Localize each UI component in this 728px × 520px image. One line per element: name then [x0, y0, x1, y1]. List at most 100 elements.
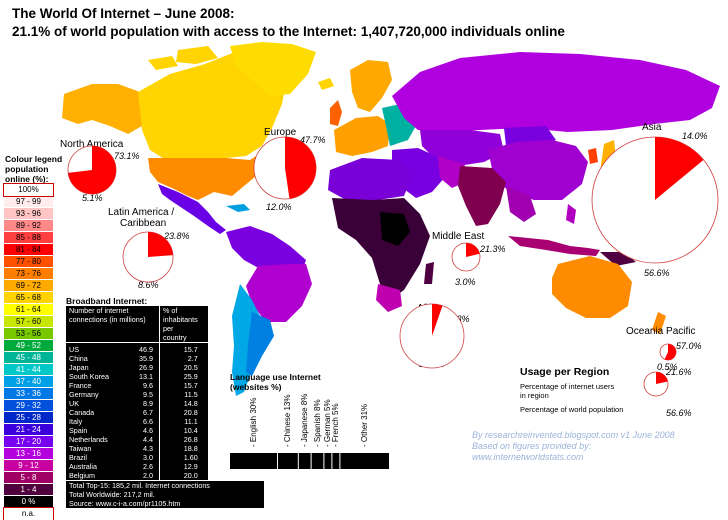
- broadband-cell-country: Italy: [69, 417, 83, 426]
- table-row: Italy 6.6 11.1: [66, 417, 208, 426]
- legend-item: 53 - 56: [4, 328, 53, 340]
- broadband-cell-country: Brazil: [69, 453, 87, 462]
- broadband-cell-connections: 8.9: [143, 399, 153, 408]
- broadband-cell-country: Belgium: [69, 471, 95, 480]
- legend-title-line-1: Colour legend: [5, 154, 63, 164]
- legend-title: Colour legend population online (%):: [5, 154, 62, 184]
- map-north-africa: [328, 158, 412, 200]
- legend-item: 97 - 99: [4, 196, 53, 208]
- map-australia: [552, 256, 632, 318]
- region-pie-wedge: [68, 146, 116, 195]
- broadband-cell-country: Taiwan: [69, 444, 92, 453]
- broadband-cell-percent: 10.4: [158, 426, 208, 435]
- legend-item: 77 - 80: [4, 256, 53, 268]
- language-title-line-2: (websites %): [230, 382, 282, 392]
- broadband-cell-country: Japan: [69, 363, 89, 372]
- map-china: [488, 140, 588, 200]
- table-row: Germany 9.5 11.5: [66, 390, 208, 399]
- broadband-cell-country: US: [69, 345, 79, 354]
- legend-item: 0 %: [4, 496, 53, 508]
- language-bar-segment: [278, 453, 298, 469]
- broadband-table: Number of internet connections (in milli…: [66, 306, 208, 480]
- legend-item: 5 - 8: [4, 472, 53, 484]
- map-india: [458, 166, 506, 226]
- map-madagascar: [424, 262, 434, 284]
- broadband-cell-country: Spain: [69, 426, 88, 435]
- usage-title: Usage per Region: [520, 366, 610, 378]
- broadband-cell-connections: 35.9: [139, 354, 153, 363]
- legend-item: 81 - 84: [4, 244, 53, 256]
- language-label: - Chinese 13%: [283, 394, 293, 447]
- table-row: Belgium 2.0 20.0: [66, 471, 208, 480]
- broadband-col2-header-l2: per country: [163, 324, 187, 342]
- language-title-line-1: Language use Internet: [230, 372, 321, 382]
- table-row: France 9.6 15.7: [66, 381, 208, 390]
- legend-item: 69 - 72: [4, 280, 53, 292]
- broadband-cell-country: Netherlands: [69, 435, 108, 444]
- colour-legend: 100% 97 - 99 93 - 96 89 - 92 85 - 88 81 - 84 7…: [3, 183, 54, 520]
- broadband-total-top: Total Top-15: 185,2 mil. Internet connec…: [66, 480, 264, 490]
- region-label-asia: Asia: [642, 122, 662, 133]
- broadband-cell-percent: 26.8: [158, 435, 208, 444]
- region-pie-wedge: [655, 137, 704, 200]
- region-population-pct-north-america: 5.1%: [82, 193, 103, 203]
- language-label: - Other 31%: [360, 403, 370, 447]
- table-row: Australia 2.6 12.9: [66, 462, 208, 471]
- broadband-header-row: Number of internet connections (in milli…: [66, 306, 208, 343]
- legend-item: 21 - 24: [4, 424, 53, 436]
- credit-line-3: www.internetworldstats.com: [472, 452, 584, 462]
- map-indonesia: [508, 236, 600, 256]
- broadband-cell-percent: 2.7: [158, 354, 208, 363]
- legend-item: n.a.: [3, 507, 54, 520]
- map-iceland: [318, 78, 334, 90]
- usage-population-label: Percentage of world population: [520, 405, 624, 414]
- map-russia: [392, 52, 720, 132]
- broadband-cell-percent: 14.8: [158, 399, 208, 408]
- broadband-cell-country: France: [69, 381, 92, 390]
- table-row: Japan 26.9 20.5: [66, 363, 208, 372]
- table-row: Netherlands 4.4 26.8: [66, 435, 208, 444]
- broadband-cell-country: Germany: [69, 390, 99, 399]
- broadband-cell-percent: 20.8: [158, 408, 208, 417]
- broadband-cell-country: Australia: [69, 462, 97, 471]
- broadband-col1-header: Number of internet connections (in milli…: [66, 306, 160, 343]
- broadband-title: Broadband Internet:: [66, 296, 148, 306]
- language-bar-segment: [332, 453, 340, 469]
- broadband-cell-connections: 9.5: [143, 390, 153, 399]
- legend-item: 57 - 60: [4, 316, 53, 328]
- usage-key-pie-wedge: [656, 372, 668, 384]
- usage-population-pct: 56.6%: [666, 408, 692, 418]
- credit-line-1: By researchreinvented.blogspot.com v1 Ju…: [472, 430, 675, 440]
- credit-line-2: Based on figures provided by:: [472, 441, 592, 451]
- broadband-cell-percent: 15.7: [158, 381, 208, 390]
- legend-item: 73 - 76: [4, 268, 53, 280]
- map-south-america-north: [226, 226, 306, 276]
- region-internet-pct-middle-east: 21.3%: [480, 244, 506, 254]
- broadband-col2-header-l1: % of inhabitants: [163, 306, 198, 324]
- broadband-cell-percent: 15.7: [158, 342, 208, 354]
- region-label-latin-america: Latin America /: [108, 207, 175, 218]
- legend-item: 13 - 16: [4, 448, 53, 460]
- region-label-caribbean: Caribbean: [120, 218, 167, 229]
- broadband-cell-connections: 2.6: [143, 462, 153, 471]
- map-usa: [148, 152, 270, 200]
- language-label: - Spanish 8%: [313, 399, 322, 447]
- usage-internet-pct: 21.6%: [666, 367, 692, 377]
- legend-item: 17 - 20: [4, 436, 53, 448]
- broadband-cell-percent: 1.60: [158, 453, 208, 462]
- credit: By researchreinvented.blogspot.com v1 Ju…: [472, 430, 675, 463]
- map-canada-islands: [148, 46, 218, 70]
- legend-item: 89 - 92: [4, 220, 53, 232]
- broadband-cell-connections: 4.6: [143, 426, 153, 435]
- broadband-col2-header: % of inhabitants per country: [158, 306, 208, 343]
- map-south-america-south: [232, 284, 264, 396]
- legend-item: 29 - 32: [4, 400, 53, 412]
- map-philippines: [566, 204, 576, 224]
- map-central-africa: [380, 212, 410, 246]
- region-internet-pct-oceania: 57.0%: [676, 341, 702, 351]
- legend-title-line-2: population: [5, 164, 49, 174]
- language-title: Language use Internet (websites %): [230, 372, 321, 392]
- map-brazil: [246, 264, 312, 322]
- language-label: - French 5%: [331, 403, 341, 447]
- legend-item: 25 - 28: [4, 412, 53, 424]
